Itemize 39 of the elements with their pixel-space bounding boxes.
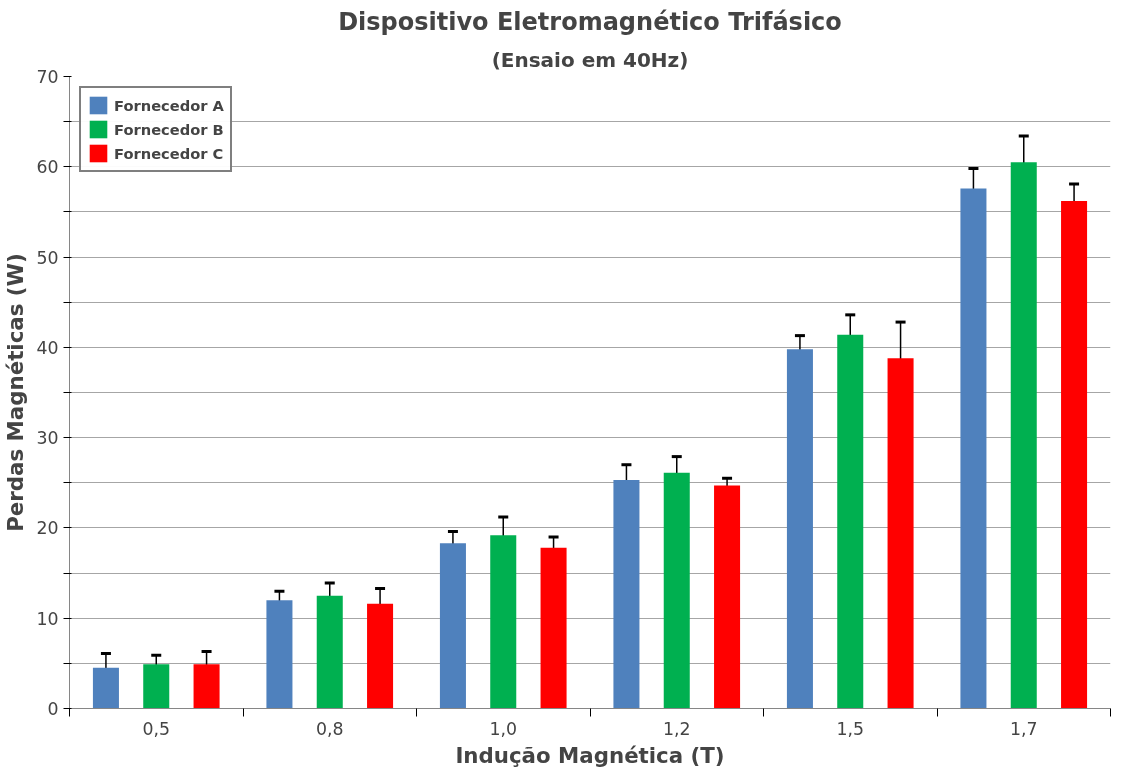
y-tick-label: 70: [36, 67, 59, 87]
chart-subtitle: (Ensaio em 40Hz): [491, 47, 689, 72]
bar: [439, 543, 466, 709]
bar: [1061, 201, 1088, 709]
y-tick-label: 60: [36, 157, 59, 178]
x-tick-label: 1,7: [1009, 718, 1038, 739]
bar: [540, 547, 567, 709]
bar: [266, 600, 293, 709]
y-tick-label: 30: [36, 428, 59, 449]
bar: [1010, 162, 1037, 709]
bar: [316, 595, 343, 709]
y-axis-title: Perdas Magnéticas (W): [3, 253, 29, 532]
bar: [837, 334, 864, 709]
bar: [663, 472, 690, 709]
x-tick-label: 0,5: [142, 718, 171, 739]
y-tick-label: 50: [36, 247, 59, 268]
chart-title: Dispositivo Eletromagnético Trifásico: [338, 7, 842, 36]
bar: [490, 535, 517, 709]
legend-label: Fornecedor A: [114, 96, 224, 114]
x-axis-title: Indução Magnética (T): [455, 742, 725, 768]
x-tick-label: 1,0: [489, 718, 518, 739]
x-tick-label: 0,8: [315, 718, 344, 739]
bar: [193, 664, 220, 709]
y-tick-label: 40: [36, 337, 59, 358]
x-tick-label: 1,5: [836, 718, 865, 739]
bar: [887, 358, 914, 709]
bar: [367, 603, 394, 709]
y-tick-label: 10: [36, 608, 59, 629]
bar: [92, 667, 119, 709]
bar: [714, 485, 741, 709]
bar: [960, 188, 987, 709]
x-tick-label: 1,2: [662, 718, 691, 739]
legend-label: Fornecedor C: [114, 144, 224, 162]
bar: [143, 664, 170, 709]
bar: [613, 480, 640, 709]
y-tick-label: 20: [36, 518, 59, 539]
y-tick-label: 0: [47, 699, 59, 719]
bar: [786, 349, 813, 709]
legend-label: Fornecedor B: [114, 120, 224, 138]
